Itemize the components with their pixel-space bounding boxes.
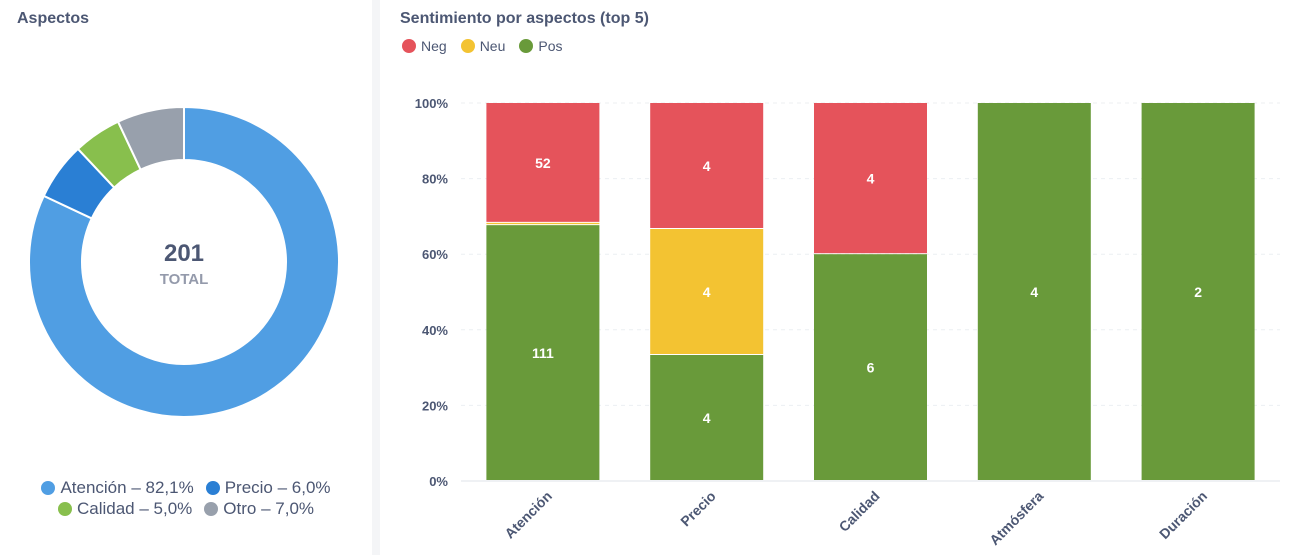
donut-total-label: TOTAL <box>160 271 209 288</box>
sentiment-legend-neg[interactable]: Neg <box>402 38 447 54</box>
donut-slice-otro[interactable] <box>116 105 185 172</box>
legend-dot <box>460 39 475 53</box>
bar-value-label: 111 <box>532 345 554 361</box>
sentiment-legend: Neg Neu Pos <box>402 38 563 54</box>
bar-pos-1[interactable] <box>650 355 764 480</box>
legend-dot <box>205 481 220 495</box>
x-tick-label: Atención <box>501 488 555 542</box>
legend-item-atencion[interactable]: Atención – 82,1% <box>41 478 194 498</box>
bar-value-label: 4 <box>703 284 711 300</box>
legend-label: Precio – 6,0% <box>224 478 331 497</box>
sentiment-legend-neu[interactable]: Neu <box>460 38 506 54</box>
aspects-card: Aspectos 201 TOTAL Atención – 82,1% Preci… <box>0 0 372 555</box>
legend-dot <box>204 502 219 516</box>
y-tick-label: 100% <box>415 96 449 111</box>
bar-neg-2[interactable] <box>814 103 927 254</box>
bar-value-label: 4 <box>703 158 711 174</box>
sentiment-card: Sentimiento por aspectos (top 5) Neg Neu P… <box>380 0 1294 555</box>
aspects-title: Aspectos <box>17 10 90 27</box>
legend-item-precio[interactable]: Precio – 6,0% <box>205 478 331 498</box>
legend-label: Atención – 82,1% <box>60 478 194 497</box>
bar-pos-4[interactable] <box>1141 103 1255 480</box>
legend-label: Calidad – 5,0% <box>76 499 193 518</box>
bar-pos-2[interactable] <box>814 254 927 480</box>
legend-item-calidad[interactable]: Calidad – 5,0% <box>57 499 193 519</box>
bar-value-label: 4 <box>867 171 875 187</box>
x-tick-label: Duración <box>1156 488 1210 542</box>
legend-dot <box>402 39 416 53</box>
legend-label: Neg <box>421 38 447 54</box>
bar-value-label: 52 <box>535 155 551 171</box>
bar-pos-0[interactable] <box>486 225 600 480</box>
sentiment-bar-chart: 0% 20% 40% 60% 80% 100% 111 52 Atención 4 4 4 Precio… <box>415 96 1280 548</box>
bar-value-label: 4 <box>1030 284 1038 300</box>
bar-neg-0[interactable] <box>486 103 600 222</box>
bar-neu-0[interactable] <box>486 222 600 225</box>
aspects-donut-chart: 201 TOTAL <box>28 105 340 418</box>
y-tick-label: 0% <box>429 474 448 489</box>
donut-total-value: 201 <box>164 240 204 267</box>
donut-slice-atencion[interactable] <box>28 105 340 418</box>
legend-label: Otro – 7,0% <box>223 499 315 518</box>
y-tick-label: 60% <box>422 247 448 262</box>
sentiment-title: Sentimiento por aspectos (top 5) <box>400 10 649 27</box>
x-tick-label: Precio <box>677 488 719 530</box>
legend-dot <box>41 481 56 495</box>
x-tick-label: Calidad <box>836 488 883 535</box>
x-tick-label: Atmósfera <box>986 488 1046 548</box>
aspects-legend-row-2: Calidad – 5,0% Otro – 7,0% <box>0 499 372 519</box>
legend-label: Pos <box>538 38 563 54</box>
bar-neu-1[interactable] <box>650 229 764 354</box>
bar-neg-1[interactable] <box>650 103 764 228</box>
bar-value-label: 4 <box>703 410 711 426</box>
y-tick-label: 40% <box>422 323 448 338</box>
legend-item-otro[interactable]: Otro – 7,0% <box>204 499 314 519</box>
aspects-legend-row-1: Atención – 82,1% Precio – 6,0% <box>0 478 372 498</box>
y-tick-label: 20% <box>422 398 448 413</box>
legend-label: Neu <box>479 38 506 54</box>
bar-value-label: 6 <box>867 360 875 376</box>
legend-dot <box>519 39 534 53</box>
bar-pos-3[interactable] <box>977 103 1091 480</box>
legend-dot <box>57 502 72 516</box>
sentiment-legend-pos[interactable]: Pos <box>519 38 563 54</box>
panel-divider <box>372 0 380 555</box>
bar-value-label: 2 <box>1194 284 1202 300</box>
y-tick-label: 80% <box>422 172 448 187</box>
